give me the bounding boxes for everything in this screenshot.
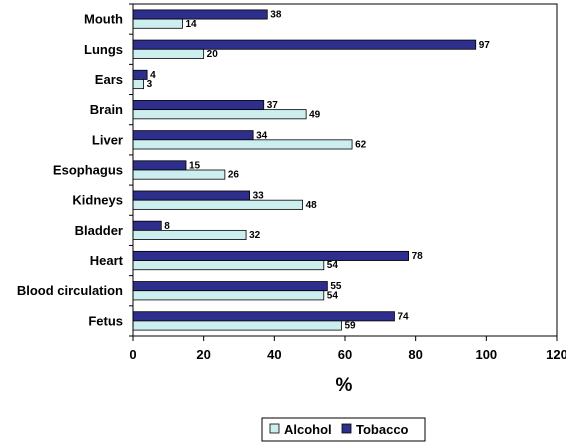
bar-alcohol-bladder [132,229,247,240]
category-label: Mouth [84,12,123,27]
category-label: Fetus [88,313,123,328]
bar-tobacco-heart [132,250,410,261]
data-label: 54 [327,290,339,301]
bar-alcohol-kidneys [132,199,304,210]
data-label: 14 [185,19,197,30]
data-label: 49 [309,109,321,120]
bar-tobacco-liver [132,130,254,141]
x-tick-label: 100 [475,347,497,362]
bar-tobacco-mouth [132,9,268,20]
legend-swatch-tobacco [341,423,352,434]
bar-alcohol-mouth [132,18,183,29]
data-label: 55 [330,281,342,292]
data-label: 54 [327,260,339,271]
category-label: Liver [92,132,123,147]
bar-tobacco-brain [132,100,265,111]
bar-alcohol-brain [132,109,307,120]
bar-tobacco-esophagus [132,160,187,171]
data-labels: 3814972043374934621526334883278545554745… [147,10,491,332]
category-label: Kidneys [72,193,123,208]
category-label: Esophagus [53,163,123,178]
data-label: 78 [412,251,424,262]
category-label: Lungs [84,42,123,57]
data-label: 26 [228,170,240,181]
x-tick-label: 60 [338,347,352,362]
bar-tobacco-fetus [132,311,395,322]
legend-label-alcohol: Alcohol [284,422,332,437]
axes: Mouth Lungs Ears Brain Liver Esophagus Kidneys… [17,3,566,362]
data-label: 4 [150,70,156,81]
data-label: 3 [147,79,153,90]
data-label: 20 [207,49,219,60]
bar-alcohol-ears [132,79,144,90]
bar-tobacco-kidneys [132,190,250,201]
data-label: 8 [164,221,170,232]
x-tick-label: 120 [546,347,566,362]
data-label: 33 [253,191,265,202]
bar-alcohol-esophagus [132,169,226,180]
category-label: Ears [95,72,123,87]
legend-label-tobacco: Tobacco [356,422,409,437]
legend: Alcohol Tobacco [261,417,426,442]
x-tick-label: 80 [408,347,422,362]
bar-tobacco-blood-circulation [132,281,328,292]
data-label: 34 [256,130,268,141]
category-label: Brain [90,102,123,117]
bar-tobacco-lungs [132,39,477,50]
data-label: 32 [249,230,261,241]
bar-tobacco-ears [132,69,148,80]
data-label: 48 [306,200,318,211]
x-tick-label: 20 [196,347,210,362]
data-label: 97 [479,40,491,51]
bar-alcohol-lungs [132,48,205,59]
category-label: Heart [90,253,124,268]
bar-alcohol-liver [132,139,353,150]
x-tick-label: 40 [267,347,281,362]
x-axis-title: % [336,375,353,396]
data-label: 37 [267,100,279,111]
bar-alcohol-blood-circulation [132,290,325,301]
x-tick-label: 0 [129,347,136,362]
bar-alcohol-heart [132,260,325,271]
category-label: Bladder [75,223,123,238]
bar-alcohol-fetus [132,320,342,331]
data-label: 62 [355,140,367,151]
plot-area [132,9,477,331]
category-label: Blood circulation [17,283,123,298]
data-label: 15 [189,161,201,172]
legend-swatch-alcohol [269,423,280,434]
data-label: 38 [270,10,282,21]
bar-tobacco-bladder [132,220,162,231]
data-label: 74 [397,311,409,322]
data-label: 59 [344,321,356,332]
